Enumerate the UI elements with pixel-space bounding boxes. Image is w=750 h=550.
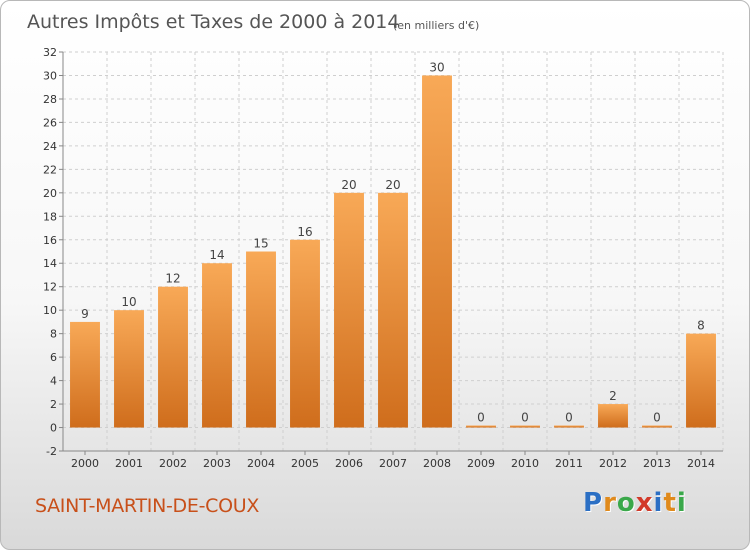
bar-2007 xyxy=(378,192,408,428)
chart-title: Autres Impôts et Taxes de 2000 à 2014 xyxy=(27,11,400,33)
data-label-2006: 20 xyxy=(341,178,356,192)
x-tick-label: 2001 xyxy=(115,457,143,470)
bars xyxy=(70,75,716,428)
y-tick-label: 10 xyxy=(43,304,57,317)
data-label-2013: 0 xyxy=(653,411,661,425)
y-tick-label: 28 xyxy=(43,93,57,106)
logo-letter: i xyxy=(676,488,687,518)
bar-2011 xyxy=(554,425,584,428)
x-tick-label: 2000 xyxy=(71,457,99,470)
bar-2014 xyxy=(686,333,716,428)
x-tick-label: 2002 xyxy=(159,457,187,470)
y-tick-label: -2 xyxy=(46,445,57,458)
bar-2010 xyxy=(510,425,540,428)
x-tick-label: 2010 xyxy=(511,457,539,470)
y-tick-label: 30 xyxy=(43,69,57,82)
bar-2005 xyxy=(290,239,320,428)
x-tick-label: 2011 xyxy=(555,457,583,470)
x-tick-label: 2003 xyxy=(203,457,231,470)
y-tick-label: 2 xyxy=(50,398,57,411)
x-tick-label: 2008 xyxy=(423,457,451,470)
y-tick-label: 12 xyxy=(43,281,57,294)
y-tick-label: 6 xyxy=(50,351,57,364)
proxiti-logo[interactable]: Proxiti xyxy=(583,488,687,518)
y-tick-label: 22 xyxy=(43,163,57,176)
x-tick-label: 2004 xyxy=(247,457,275,470)
data-label-2002: 12 xyxy=(165,272,180,286)
logo-letter: x xyxy=(635,488,654,518)
y-tick-label: 4 xyxy=(50,375,57,388)
y-tick-label: 32 xyxy=(43,46,57,59)
bar-2006 xyxy=(334,192,364,428)
x-tick-label: 2009 xyxy=(467,457,495,470)
data-label-2010: 0 xyxy=(521,411,529,425)
bar-2003 xyxy=(202,263,232,428)
bar-2012 xyxy=(598,404,628,428)
data-label-2014: 8 xyxy=(697,319,705,333)
x-tick-label: 2006 xyxy=(335,457,363,470)
y-tick-label: 0 xyxy=(50,422,57,435)
bar-2000 xyxy=(70,321,100,428)
y-tick-label: 16 xyxy=(43,234,57,247)
data-label-2012: 2 xyxy=(609,389,617,403)
logo-letter: i xyxy=(653,488,664,518)
bar-2009 xyxy=(466,425,496,428)
bar-2001 xyxy=(114,310,144,428)
bar-2002 xyxy=(158,286,188,428)
data-label-2007: 20 xyxy=(385,178,400,192)
bar-2008 xyxy=(422,75,452,428)
data-label-2001: 10 xyxy=(121,295,136,309)
data-label-2008: 30 xyxy=(429,60,444,74)
y-tick-label: 8 xyxy=(50,328,57,341)
x-tick-label: 2005 xyxy=(291,457,319,470)
data-label-2011: 0 xyxy=(565,411,573,425)
y-tick-label: 14 xyxy=(43,257,57,270)
x-tick-label: 2013 xyxy=(643,457,671,470)
logo-letter: t xyxy=(663,488,677,518)
y-tick-label: 18 xyxy=(43,210,57,223)
data-label-2000: 9 xyxy=(81,307,89,321)
y-tick-label: 24 xyxy=(43,140,57,153)
chart-title-unit: (en milliers d'€) xyxy=(393,19,479,32)
commune-name: SAINT-MARTIN-DE-COUX xyxy=(35,495,260,517)
bar-2013 xyxy=(642,425,672,428)
x-tick-label: 2012 xyxy=(599,457,627,470)
y-tick-label: 20 xyxy=(43,187,57,200)
data-label-2009: 0 xyxy=(477,411,485,425)
x-tick-label: 2014 xyxy=(687,457,715,470)
data-label-2004: 15 xyxy=(253,237,268,251)
data-label-2005: 16 xyxy=(297,225,312,239)
logo-letter: o xyxy=(616,488,636,518)
data-label-2003: 14 xyxy=(209,248,224,262)
bar-2004 xyxy=(246,251,276,428)
logo-letter: r xyxy=(603,488,617,518)
logo-letter: P xyxy=(583,488,604,518)
x-tick-label: 2007 xyxy=(379,457,407,470)
y-tick-label: 26 xyxy=(43,116,57,129)
